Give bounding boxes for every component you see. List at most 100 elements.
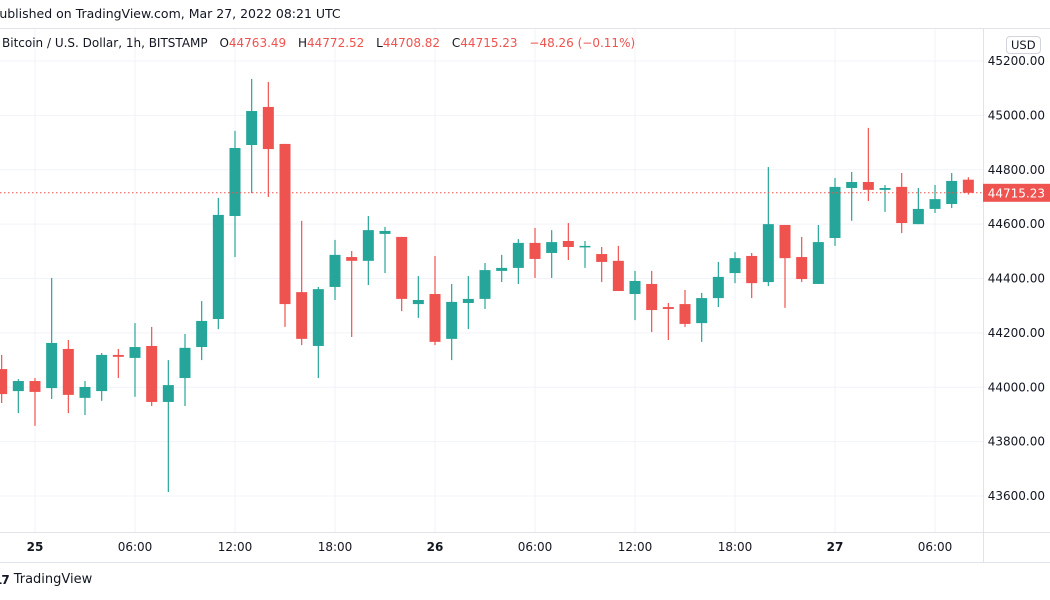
candle-up [479,263,491,309]
candle-down [646,270,658,333]
close-label: C [451,36,461,50]
candle-body [0,369,8,395]
candle-body [696,298,708,324]
candle-body [379,230,391,234]
candle-body [912,208,924,225]
candle-body [796,257,808,280]
candle-down [796,236,808,283]
candle-up [362,215,374,286]
time-tick-label: 26 [427,540,444,554]
high-label: H [298,36,308,50]
candle-body [79,387,91,398]
candle-down [612,245,624,292]
candle-up [929,184,941,213]
candle-body [829,186,841,239]
change-value: −48.26 (−0.11%) [529,36,636,50]
price-tick-label: 43800.00 [988,435,1045,449]
time-tick-label: 06:00 [118,540,153,554]
candle-up [46,277,58,399]
candle-body [596,254,608,262]
candle-down [562,223,574,261]
candle-down [262,81,274,197]
time-tick-label: 18:00 [318,540,353,554]
candle-body [412,300,424,305]
candle-body [579,245,591,248]
grid [0,29,983,532]
high-value: 44772.52 [307,36,365,50]
candle-body [179,347,191,379]
candle-up [579,240,591,268]
candle-down [429,255,441,346]
candle-up [179,333,191,407]
candle-body [896,186,908,224]
price-tick-label: 44200.00 [988,326,1045,340]
candle-up [462,276,474,330]
candle-up [496,254,508,283]
candle-up [379,226,391,274]
candle-body [679,304,691,324]
candle-up [446,283,458,361]
candle-body [746,255,758,284]
candle-body [496,267,508,271]
close-value: 44715.23 [460,36,518,50]
candle-up [729,252,741,284]
published-note: Published on TradingView.com, Mar 27, 20… [0,6,341,21]
candle-body [362,230,374,261]
last-price-label: 44715.23 [988,186,1045,200]
candle-down [146,326,158,407]
candle-body [962,179,974,193]
candle-up [96,353,108,401]
time-tick-label: 25 [27,540,44,554]
candle-up [946,173,958,209]
tradingview-logo[interactable]: 17 TradingView [0,572,92,587]
candle-up [629,270,641,321]
candle-up [762,167,774,287]
candle-up [329,239,341,301]
time-tick-label: 12:00 [218,540,253,554]
candle-up [412,276,424,318]
candle-down [396,236,408,312]
candle-body [262,106,274,150]
open-value: 44763.49 [228,36,287,50]
candle-down [0,354,8,404]
candle-up [712,261,724,308]
candle-up [512,239,524,284]
candle-body [946,180,958,205]
candle-up [829,177,841,246]
candle-body [346,257,358,261]
candle-body [312,289,324,346]
ohlc-legend: Bitcoin / U.S. Dollar, 1h, BITSTAMP O447… [2,36,643,50]
candle-up [312,286,324,379]
price-tick-label: 44400.00 [988,272,1045,286]
candle-down [596,246,608,283]
candle-body [46,342,58,389]
candle-body [662,307,674,309]
price-tick-label: 44800.00 [988,163,1045,177]
candle-down [962,177,974,195]
candle-body [329,254,341,287]
price-axis: 45200.00 45000.00 44800.00 44600.00 44400.00… [988,54,1045,503]
candle-down [279,143,291,327]
candle-body [812,242,824,284]
time-tick-label: 06:00 [918,540,953,554]
candle-body [146,345,158,402]
candle-up [696,292,708,342]
candle-down [296,220,308,346]
candle-body [396,236,408,299]
symbol-title[interactable]: Bitcoin / U.S. Dollar, 1h, BITSTAMP [2,36,208,50]
currency-button[interactable]: USD [1006,36,1041,54]
candles [0,78,974,492]
candle-body [196,320,208,348]
low-label: L [376,36,383,50]
candle-body [729,258,741,274]
brand-name: TradingView [13,572,93,587]
candle-body [96,354,108,392]
candle-body [629,280,641,295]
price-tick-label: 45000.00 [988,108,1045,122]
candle-down [529,227,541,278]
open-label: O [219,36,229,50]
candle-body [779,224,791,259]
candle-up [162,360,174,492]
candle-up [212,198,224,330]
